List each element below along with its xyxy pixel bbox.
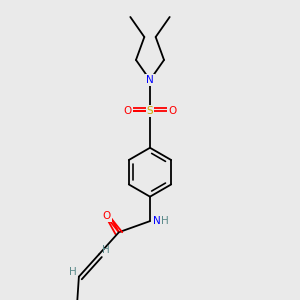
Text: N: N bbox=[153, 216, 160, 226]
Text: H: H bbox=[102, 245, 110, 255]
Text: O: O bbox=[124, 106, 132, 116]
Text: H: H bbox=[70, 267, 77, 277]
Text: O: O bbox=[168, 106, 176, 116]
Text: N: N bbox=[146, 75, 154, 85]
Text: S: S bbox=[147, 106, 153, 116]
Text: O: O bbox=[103, 211, 111, 220]
Text: H: H bbox=[160, 216, 168, 226]
